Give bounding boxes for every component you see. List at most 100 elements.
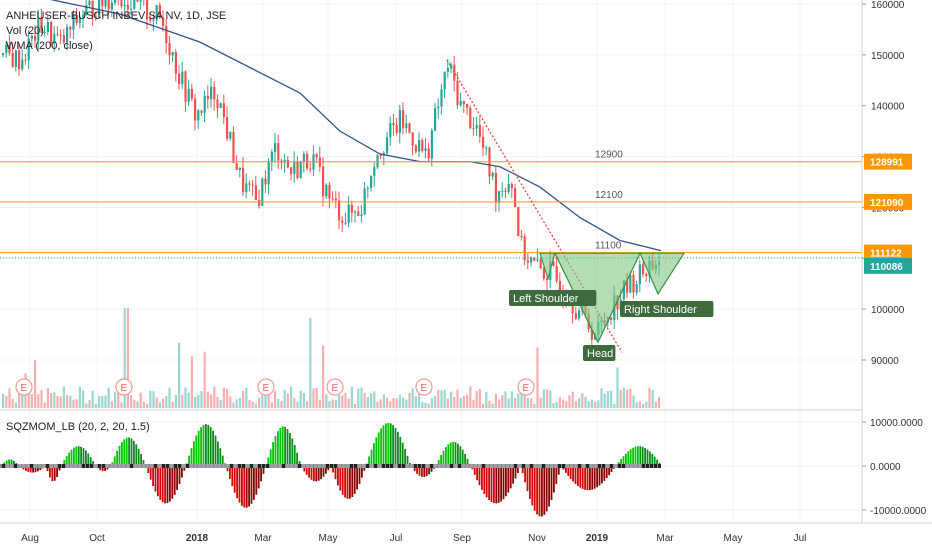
- squeeze-dot: [46, 464, 49, 468]
- candle: [274, 143, 277, 152]
- squeeze-dot: [70, 464, 73, 468]
- earnings-marker-5[interactable]: E: [517, 378, 535, 396]
- squeeze-dot: [658, 464, 661, 468]
- volume-bar: [200, 391, 203, 408]
- volume-bar: [213, 386, 216, 408]
- candle: [629, 274, 632, 293]
- momentum-bar: [241, 466, 243, 506]
- squeeze-dot: [634, 464, 637, 468]
- right-shoulder-shape[interactable]: [639, 252, 686, 296]
- squeeze-dot: [106, 464, 109, 468]
- momentum-bar: [526, 466, 529, 492]
- momentum-bar: [413, 466, 416, 472]
- earnings-marker-0[interactable]: E: [15, 378, 33, 396]
- volume-bar: [120, 402, 123, 408]
- price-tag-121090[interactable]: 121090: [864, 193, 912, 210]
- volume-bar: [114, 392, 117, 408]
- time-label-Sep: Sep: [453, 533, 471, 544]
- squeeze-dot: [62, 464, 65, 468]
- candle: [590, 329, 593, 340]
- price-pane[interactable]: 12900 12100 11100 Left Shoulder Head Right Sh…: [0, 0, 862, 523]
- candle: [75, 14, 78, 23]
- volume-bar: [373, 391, 376, 408]
- momentum-bar: [337, 466, 339, 486]
- volume-bar: [203, 351, 206, 408]
- squeeze-dot: [90, 464, 93, 468]
- momentum-bar: [121, 442, 123, 466]
- volume-bar: [254, 403, 257, 408]
- squeeze-dot: [526, 464, 529, 468]
- indicator-title[interactable]: SQZMOM_LB (20, 2, 20, 1.5): [6, 421, 150, 433]
- earnings-marker-1[interactable]: E: [115, 378, 133, 396]
- volume-bar: [219, 399, 222, 408]
- candle: [126, 4, 129, 10]
- momentum-bar: [349, 466, 351, 499]
- momentum-bar: [651, 453, 654, 466]
- candle: [437, 106, 440, 109]
- squeeze-dot: [74, 464, 77, 468]
- ind-tick-label: 10000.0000: [870, 418, 923, 429]
- squeeze-dot: [506, 464, 509, 468]
- volume-bar: [616, 367, 619, 408]
- volume-bar: [568, 395, 571, 408]
- volume-bar: [613, 403, 616, 408]
- candle: [434, 108, 437, 131]
- volume-bar: [654, 401, 657, 408]
- squeeze-dot: [398, 464, 401, 468]
- squeeze-dot: [390, 464, 393, 468]
- right-shoulder-label[interactable]: Right Shoulder: [620, 301, 714, 317]
- squeeze-dot: [266, 464, 269, 468]
- squeeze-dot: [582, 464, 585, 468]
- candle: [110, 2, 113, 10]
- volume-bar: [469, 386, 472, 408]
- candle: [14, 50, 17, 67]
- candle: [50, 22, 53, 44]
- volume-bar: [222, 387, 225, 408]
- symbol-title[interactable]: ANHEUSER-BUSCH INBEV SA NV, 1D, JSE: [6, 10, 227, 22]
- earnings-marker-2[interactable]: E: [257, 378, 275, 396]
- squeeze-dot: [174, 464, 177, 468]
- ma-legend[interactable]: WMA (200, close): [6, 40, 93, 52]
- candle: [267, 162, 270, 185]
- momentum-bar: [608, 466, 610, 476]
- momentum-bar: [25, 466, 27, 471]
- earnings-marker-3[interactable]: E: [326, 378, 344, 396]
- momentum-bar: [243, 466, 246, 508]
- momentum-bar: [514, 466, 517, 479]
- trend-line[interactable]: [446, 59, 623, 353]
- indicator-pane[interactable]: [0, 421, 862, 517]
- volume-legend[interactable]: Vol (20): [6, 25, 44, 37]
- left-shoulder-label[interactable]: Left Shoulder: [509, 290, 597, 306]
- volume-bar: [8, 388, 11, 408]
- price-tag-bg: [864, 153, 912, 170]
- volume-bar: [626, 389, 629, 408]
- left-shoulder-shape[interactable]: [539, 252, 556, 281]
- momentum-bar: [70, 449, 73, 466]
- squeeze-dot: [222, 464, 225, 468]
- volume-bar: [190, 355, 193, 408]
- candle: [514, 188, 517, 208]
- volume-bar: [491, 403, 494, 408]
- volume-bar: [526, 397, 529, 408]
- candle: [171, 52, 174, 56]
- momentum-bar: [442, 450, 445, 466]
- candle: [213, 86, 216, 100]
- momentum-bar: [361, 466, 363, 478]
- price-tag-111122[interactable]: 111122: [864, 244, 912, 261]
- volume-bar: [354, 403, 357, 408]
- volume-bar: [69, 395, 72, 408]
- candle: [501, 190, 504, 192]
- price-tag-110086[interactable]: 110086: [864, 257, 912, 274]
- time-label-Oct: Oct: [89, 533, 105, 544]
- head-label[interactable]: Head: [583, 345, 616, 361]
- momentum-bar: [226, 466, 229, 472]
- price-tag-128991[interactable]: 128991: [864, 153, 912, 170]
- volume-bar: [517, 393, 520, 408]
- squeeze-dot: [494, 464, 497, 468]
- candle: [245, 183, 248, 193]
- volume-bar: [338, 395, 341, 408]
- earnings-marker-4[interactable]: E: [415, 378, 433, 396]
- momentum-bar: [27, 466, 30, 472]
